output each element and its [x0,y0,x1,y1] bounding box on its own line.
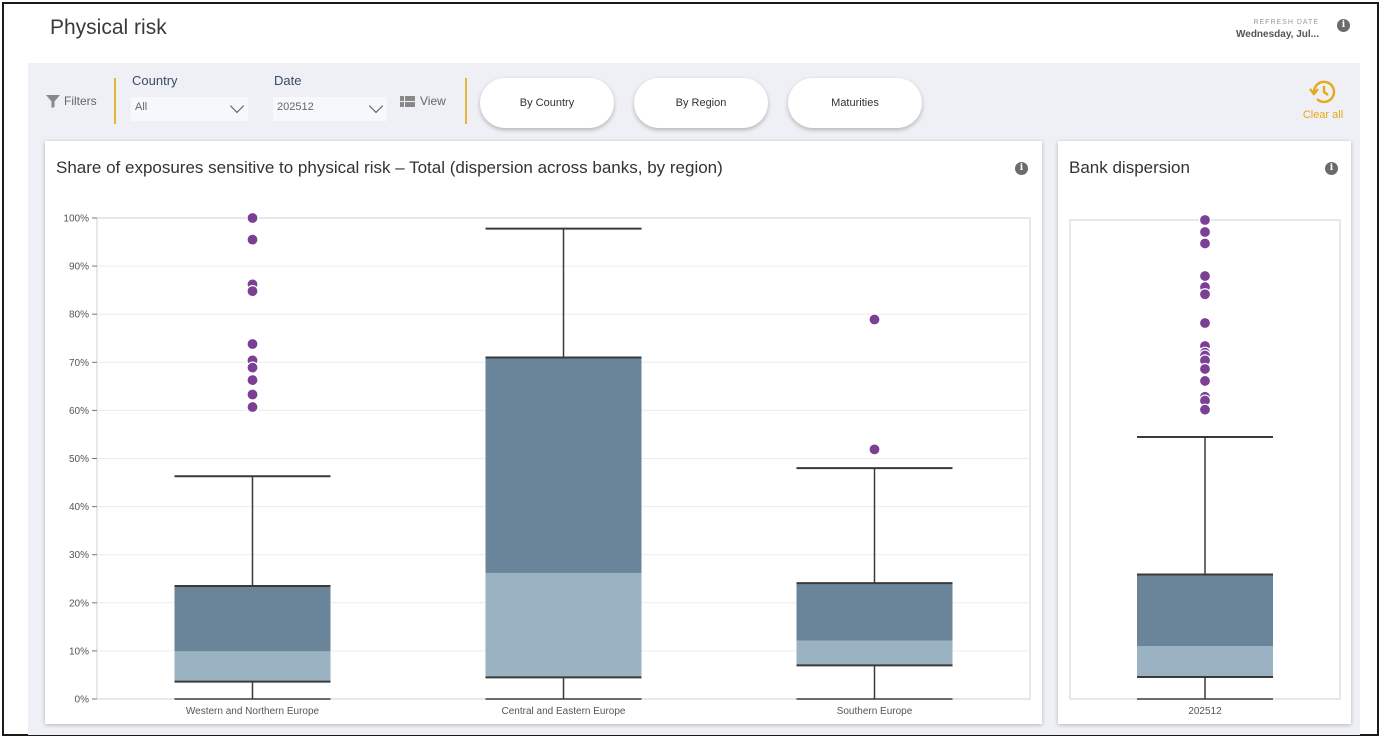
clear-all-button[interactable]: Clear all [1298,78,1348,121]
date-label: Date [274,73,302,88]
outlier-point [246,285,259,298]
country-select[interactable]: All [131,97,248,121]
box-lower-quartile [174,651,331,682]
refresh-info-icon[interactable]: i [1337,19,1350,32]
box-upper-quartile [796,583,953,641]
chevron-down-icon [229,98,245,114]
x-category-label: 202512 [1188,706,1222,717]
refresh-date-value: Wednesday, Jul... [1236,29,1319,40]
y-tick-label: 40% [69,502,89,513]
outlier-point [868,443,881,456]
outlier-point [246,388,259,401]
main-chart-title: Share of exposures sensitive to physical… [56,158,723,177]
y-tick-label: 0% [75,695,90,706]
box-upper-quartile [485,357,642,573]
outlier-point [1198,403,1212,416]
side-chart-info-icon[interactable]: i [1325,162,1338,175]
y-tick-label: 70% [69,358,89,369]
tab-maturities[interactable]: Maturities [788,78,922,128]
y-tick-label: 80% [69,310,89,321]
outlier-point [1198,362,1212,376]
chevron-down-icon [368,98,384,114]
page-title: Physical risk [50,16,167,39]
y-tick-label: 30% [69,550,89,561]
filter-icon [46,94,60,108]
outlier-point [1198,237,1212,250]
outlier-point [246,337,259,351]
outlier-point [246,211,259,225]
x-category-label: Southern Europe [837,706,913,717]
clear-all-label: Clear all [1302,109,1344,121]
toolbar-divider [465,78,467,124]
main-boxplot-chart: 0% 10% 20% 30% 40% 50% 60% 70% 80% 90% 100% Western… [63,211,1031,717]
refresh-date-label: REFRESH DATE [1253,19,1319,26]
box-lower-quartile [485,572,642,678]
box-upper-quartile [174,585,331,652]
x-category-label: Central and Eastern Europe [502,706,626,717]
grid-view-icon [400,95,415,107]
x-category-label: Western and Northern Europe [186,706,320,717]
outlier-point [1198,288,1212,301]
tab-by-region[interactable]: By Region [634,78,768,128]
tab-by-country[interactable]: By Country [480,78,614,128]
outlier-point [1198,316,1212,330]
outlier-point [1198,225,1212,239]
outlier-point [1198,213,1212,227]
outlier-point [1198,269,1212,283]
country-label: Country [132,73,178,88]
box-upper-quartile [1137,574,1273,647]
outlier-point [868,313,881,326]
filters-toggle[interactable]: Filters [46,94,97,108]
outlier-point [246,233,259,246]
outlier-point [1198,374,1212,388]
date-select-value: 202512 [277,101,314,113]
y-tick-label: 60% [69,406,89,417]
toolbar-divider [114,78,116,124]
y-tick-label: 10% [69,646,89,657]
filters-label: Filters [64,94,97,108]
y-tick-label: 50% [69,454,89,465]
history-icon [1309,80,1336,104]
outlier-point [246,373,259,387]
y-tick-label: 20% [69,598,89,609]
y-tick-label: 90% [69,262,89,273]
refresh-date: REFRESH DATE Wednesday, Jul... [1236,19,1319,40]
box-lower-quartile [1137,646,1273,677]
side-boxplot-chart: 202512 [1069,213,1341,717]
view-label: View [420,94,446,108]
outlier-point [246,361,259,374]
view-toggle[interactable]: View [400,94,446,108]
outlier-point [246,400,259,414]
date-select[interactable]: 202512 [273,97,387,121]
side-chart-title: Bank dispersion [1069,158,1190,177]
y-tick-label: 100% [63,214,89,225]
box-lower-quartile [796,640,953,666]
main-chart-info-icon[interactable]: i [1015,162,1028,175]
country-select-value: All [135,101,148,113]
